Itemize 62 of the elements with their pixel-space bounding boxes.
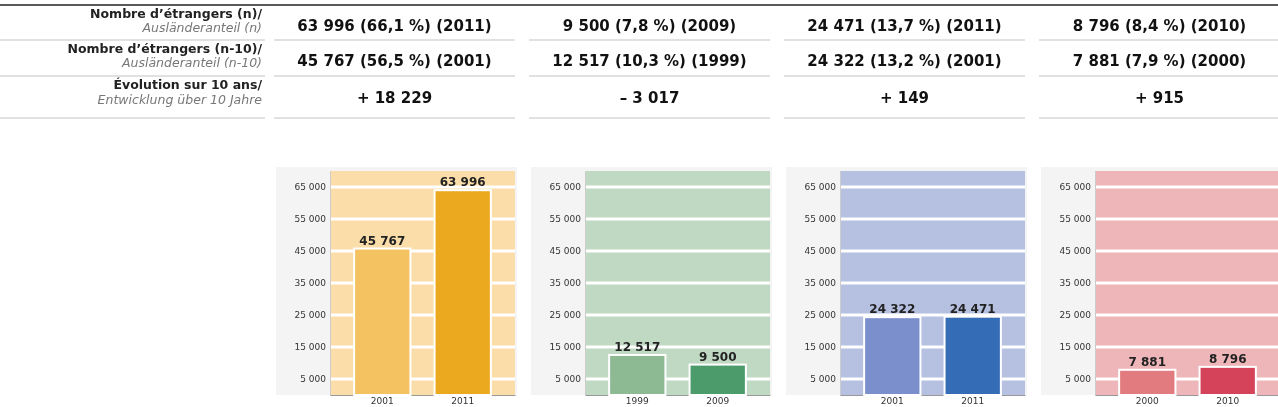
data-label: 12 517 xyxy=(614,339,661,354)
text: + 18 229 xyxy=(356,89,433,107)
text: 8 796 (8,4 %) (2010) xyxy=(1072,17,1247,35)
y-tick-label: 25 000 xyxy=(804,310,837,321)
text: 12 517 (10,3 %) (1999) xyxy=(552,52,747,70)
y-tick-label: 65 000 xyxy=(804,182,837,193)
y-tick-label: 15 000 xyxy=(549,342,582,353)
y-tick-label: 35 000 xyxy=(549,278,582,289)
y-tick-label: 5 000 xyxy=(300,374,327,385)
y-tick-label: 25 000 xyxy=(294,310,327,321)
text: 7 881 (7,9 %) (2000) xyxy=(1072,52,1247,70)
x-tick-label: 2001 xyxy=(880,396,904,407)
y-tick-label: 65 000 xyxy=(294,182,327,193)
y-tick-label: 5 000 xyxy=(1065,374,1092,385)
x-tick-label: 2000 xyxy=(1135,396,1160,407)
text: Ausländeranteil (n-10) xyxy=(121,55,262,70)
y-tick-label: 5 000 xyxy=(555,374,582,385)
text: + 149 xyxy=(879,89,930,107)
y-tick-label: 15 000 xyxy=(804,342,837,353)
y-tick-label: 25 000 xyxy=(549,310,582,321)
x-tick-label: 2010 xyxy=(1216,396,1240,407)
y-tick-label: 55 000 xyxy=(1059,214,1092,225)
text: 24 322 (13,2 %) (2001) xyxy=(807,52,1002,70)
y-tick-label: 55 000 xyxy=(549,214,582,225)
text: Ausländeranteil (n) xyxy=(141,20,262,35)
y-tick-label: 35 000 xyxy=(1059,278,1092,289)
y-tick-label: 35 000 xyxy=(294,278,327,289)
y-tick-label: 45 000 xyxy=(294,246,327,257)
x-tick-label: 2011 xyxy=(451,396,475,407)
y-tick-label: 55 000 xyxy=(294,214,327,225)
y-tick-label: 45 000 xyxy=(804,246,837,257)
text: 24 471 (13,7 %) (2011) xyxy=(807,17,1002,35)
data-label: 24 322 xyxy=(869,302,916,317)
text: + 915 xyxy=(1134,89,1185,107)
text: Entwicklung über 10 Jahre xyxy=(97,92,263,107)
y-tick-label: 45 000 xyxy=(1059,246,1092,257)
y-tick-label: 65 000 xyxy=(549,182,582,193)
text: – 3 017 xyxy=(619,89,680,107)
y-tick-label: 45 000 xyxy=(549,246,582,257)
x-tick-label: 2009 xyxy=(706,396,730,407)
y-tick-label: 15 000 xyxy=(1059,342,1092,353)
text: 63 996 (66,1 %) (2011) xyxy=(297,17,492,35)
x-tick-label: 2001 xyxy=(370,396,394,407)
y-tick-label: 55 000 xyxy=(804,214,837,225)
y-tick-label: 5 000 xyxy=(810,374,837,385)
data-label: 24 471 xyxy=(949,301,996,316)
y-tick-label: 25 000 xyxy=(1059,310,1092,321)
data-label: 9 500 xyxy=(698,349,737,364)
data-label: 45 767 xyxy=(359,233,406,248)
text: Nombre d’étrangers (n)/ xyxy=(90,6,263,21)
data-label: 63 996 xyxy=(439,175,486,190)
text: 9 500 (7,8 %) (2009) xyxy=(562,17,737,35)
data-label: 7 881 xyxy=(1128,354,1167,369)
text: Nombre d’étrangers (n-10)/ xyxy=(67,41,263,56)
x-tick-label: 2011 xyxy=(961,396,985,407)
text: 45 767 (56,5 %) (2001) xyxy=(297,52,492,70)
data-label: 8 796 xyxy=(1208,351,1247,366)
text: Évolution sur 10 ans/ xyxy=(113,77,263,92)
x-tick-label: 1999 xyxy=(625,396,650,407)
y-tick-label: 15 000 xyxy=(294,342,327,353)
y-tick-label: 65 000 xyxy=(1059,182,1092,193)
y-tick-label: 35 000 xyxy=(804,278,837,289)
